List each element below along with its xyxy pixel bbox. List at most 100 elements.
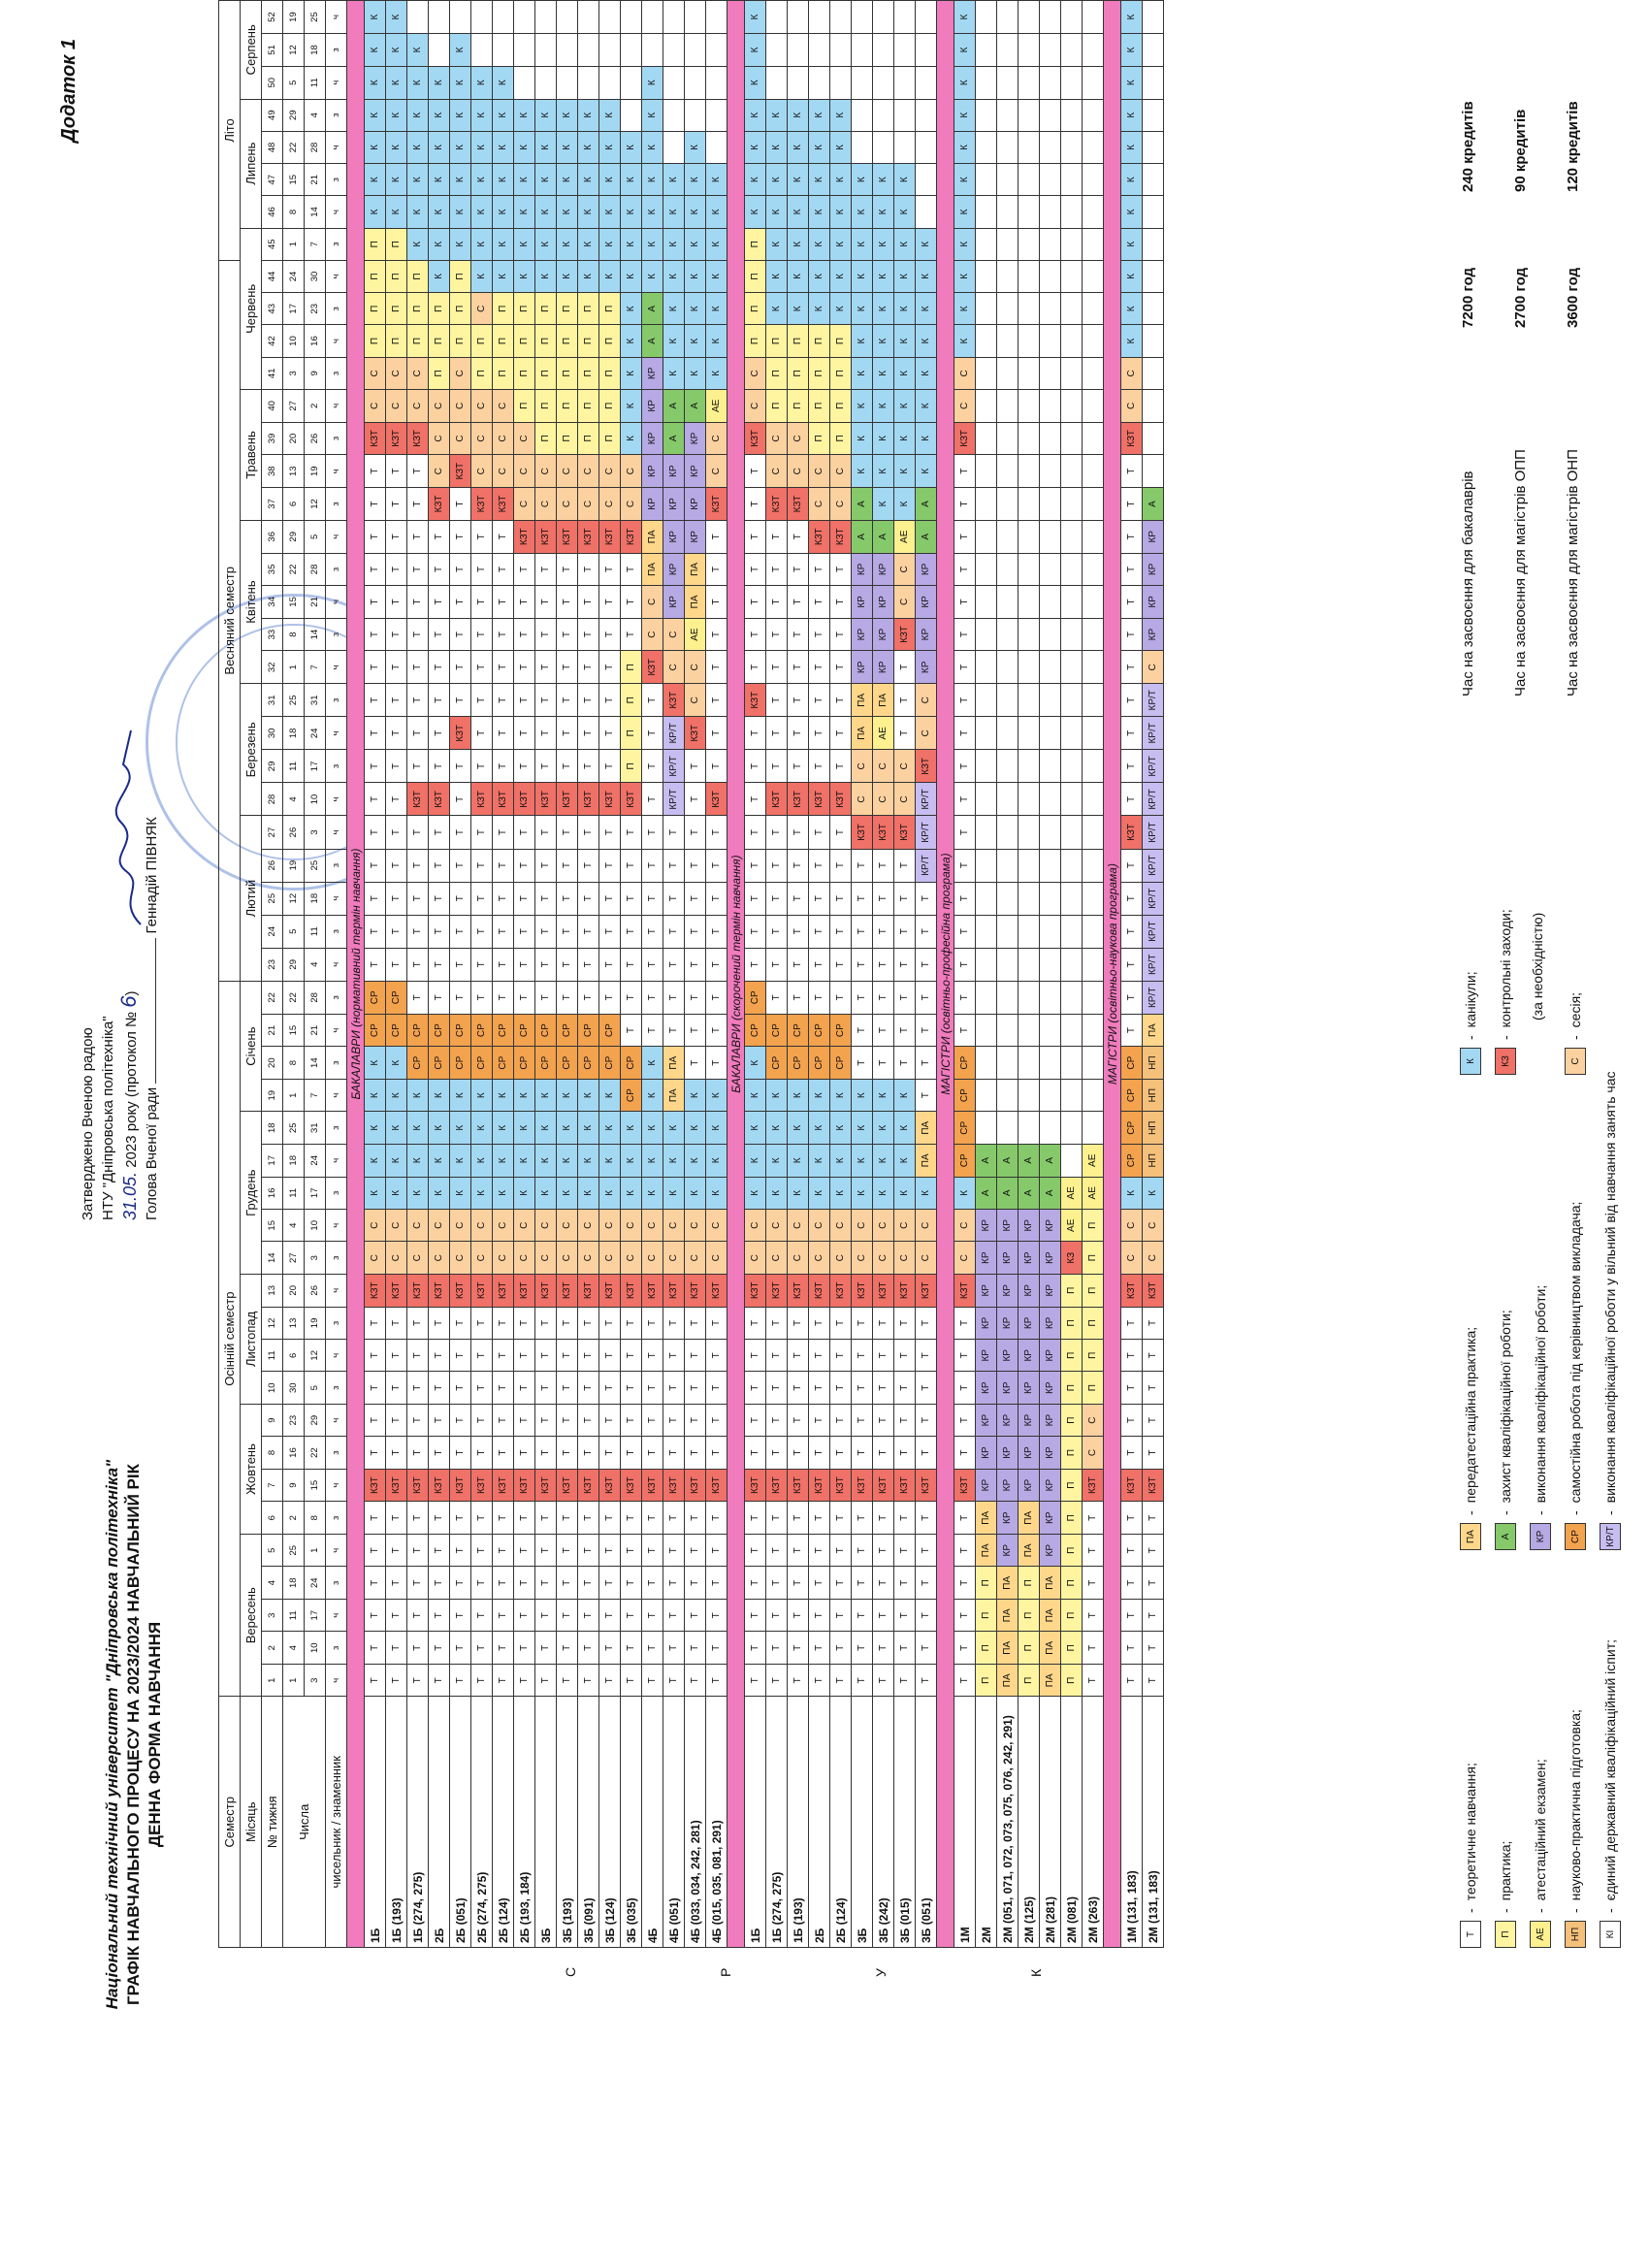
week-cell: Т [954, 716, 976, 750]
week-cell: Т [705, 915, 728, 949]
group-row: 2Б (051) Т Т Т Т Т Т КЗТ Т Т Т Т Т КЗТ С С К К К К СР СР Т Т Т Т Т… [449, 0, 471, 1948]
week-cell: Т [954, 1534, 976, 1567]
week-cell: К [406, 163, 429, 196]
date-end: 14 [304, 618, 326, 651]
week-cell: Т [663, 1436, 685, 1470]
week-cell: К [641, 195, 663, 229]
week-cell: Т [684, 882, 706, 916]
week-cell: Т [1120, 553, 1143, 586]
week-cell: К [513, 228, 535, 261]
date-start: 12 [282, 882, 305, 916]
week-cell: Т [641, 1502, 663, 1535]
date-start: 4 [282, 782, 305, 816]
week-cell [975, 454, 997, 488]
credit-line: Час на засвоєння для бакалаврів 7200 год 2… [1460, 101, 1476, 697]
week-cell: С [470, 389, 493, 423]
week-cell: С [705, 454, 728, 488]
legend-item: КР/Т - виконання кваліфікаційної роботи у … [1600, 1071, 1621, 1550]
week-cell: КР [1142, 585, 1164, 619]
week-cell: Т [893, 1046, 916, 1080]
week-cell: П [1060, 1307, 1083, 1340]
week-cell: К [534, 228, 557, 261]
week-cell: Т [808, 1502, 830, 1535]
week-cell: Т [705, 1046, 728, 1080]
week-cell: К [470, 228, 493, 261]
week-cell: Т [744, 618, 766, 651]
group-name: 1М [954, 1697, 976, 1948]
week-cell: КЗТ [787, 1469, 809, 1502]
week-number: 27 [261, 815, 283, 850]
week-cell: Т [534, 716, 557, 750]
week-cell: Т [492, 1632, 514, 1665]
group-name: 2М (125) [1018, 1697, 1040, 1948]
week-cell: К [1120, 33, 1143, 67]
week-cell [996, 99, 1018, 132]
week-cell: К [851, 228, 873, 261]
week-cell: Т [406, 815, 429, 850]
week-cell [1039, 782, 1061, 816]
week-cell: Т [385, 1307, 407, 1340]
week-cell: К [915, 422, 937, 455]
week-cell: ПА [663, 1046, 685, 1080]
week-cell: К [684, 292, 706, 325]
week-cell: П [513, 389, 535, 423]
numerator-cell: з [325, 981, 347, 1015]
week-cell: КЗТ [385, 1469, 407, 1502]
week-cell: Т [915, 1567, 937, 1600]
week-cell: СР [492, 1046, 514, 1080]
week-cell: С [406, 357, 429, 390]
week-cell: П [620, 683, 642, 717]
week-cell [663, 33, 685, 67]
week-cell [1060, 782, 1083, 816]
week-cell: С [744, 357, 766, 390]
numerator-cell: ч [325, 1534, 347, 1567]
week-cell: КЗТ [364, 422, 386, 455]
group-row: 2Б Т Т Т Т Т Т КЗТ Т Т Т Т Т КЗТ С С К К К К СР СР Т Т Т Т Т Т КЗТ Т Т… [808, 0, 830, 1948]
week-cell: Т [385, 882, 407, 916]
week-cell: К [556, 1111, 578, 1145]
week-cell: П [470, 357, 493, 390]
week-cell: Т [744, 1534, 766, 1567]
week-cell: Т [577, 618, 599, 651]
week-cell: КЗТ [470, 782, 493, 816]
group-name: 1Б [364, 1697, 386, 1948]
week-cell: КЗТ [598, 782, 621, 816]
week-cell: Т [954, 1567, 976, 1600]
week-cell: К [620, 389, 642, 423]
week-cell: К [1120, 0, 1143, 34]
week-cell: Т [513, 1502, 535, 1535]
week-cell: Т [577, 1502, 599, 1535]
credit-label: Час на засвоєння для бакалаврів [1460, 470, 1476, 697]
week-cell: СР [598, 1046, 621, 1080]
week-cell [1060, 163, 1083, 196]
week-cell: КЗТ [534, 782, 557, 816]
week-cell: КР [975, 1372, 997, 1405]
week-cell [1039, 260, 1061, 293]
week-cell: КЗТ [954, 422, 976, 455]
week-cell: Т [663, 815, 685, 850]
week-cell: Т [364, 553, 386, 586]
week-cell: С [787, 454, 809, 488]
week-cell: Т [641, 782, 663, 816]
week-cell: КЗТ [744, 422, 766, 455]
week-cell: Т [406, 981, 429, 1015]
week-cell: К [385, 0, 407, 34]
week-cell [915, 66, 937, 100]
date-end: 16 [304, 324, 326, 358]
week-cell: К [808, 1079, 830, 1112]
week-cell: С [534, 1242, 557, 1275]
group-name: 2М (081) [1060, 1697, 1083, 1948]
week-cell [577, 33, 599, 67]
date-end: 10 [304, 1209, 326, 1242]
week-cell: К [1120, 260, 1143, 293]
week-cell: С [577, 487, 599, 521]
week-cell [1018, 487, 1040, 521]
week-cell [1018, 981, 1040, 1015]
week-cell: СР [492, 1014, 514, 1047]
week-cell [1060, 915, 1083, 949]
week-cell: Т [598, 683, 621, 717]
autumn-semester: Осінній семестр [218, 981, 241, 1697]
week-cell: Т [765, 1664, 788, 1697]
week-cell: Т [765, 1404, 788, 1437]
week-cell: Т [577, 849, 599, 883]
